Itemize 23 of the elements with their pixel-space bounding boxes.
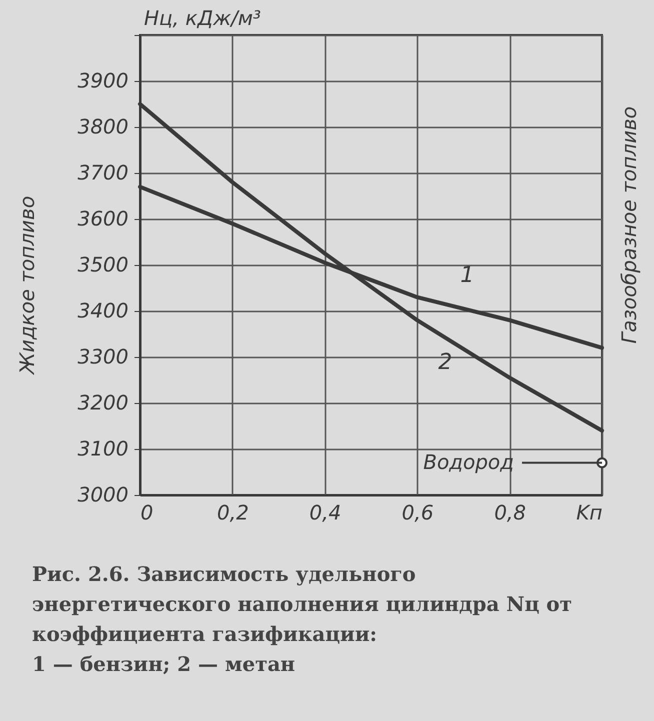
- y-tick-label: 3800: [78, 114, 128, 138]
- series-label: 1: [460, 263, 474, 288]
- text: Газообразное топливо: [617, 106, 641, 344]
- x-tick-label: Kп: [576, 500, 602, 524]
- y-axis-title: Hц, кДж/м³: [144, 6, 261, 30]
- x-tick-label: 0,2: [216, 500, 249, 524]
- x-tick-label: 0,8: [494, 500, 526, 524]
- y-tick-label: 3100: [78, 436, 128, 460]
- y-tick-label: 3400: [78, 298, 128, 322]
- y-tick-label: 3500: [78, 252, 128, 276]
- y-tick-label: 3200: [78, 390, 128, 414]
- x-tick-label: 0,4: [309, 500, 342, 524]
- text: Рис. 2.6. Зависимость удельного энергетического наполнения цилиндра Nц от коэффициента газификации:: [32, 562, 572, 646]
- x-tick-label: 0: [140, 500, 154, 524]
- x-tick-label: 0,6: [402, 500, 434, 524]
- y-tick-label: 3700: [78, 160, 128, 184]
- y-tick-label: 3900: [78, 68, 128, 92]
- y-tick-label: 3300: [78, 344, 128, 368]
- y-tick-label: 3600: [78, 206, 128, 230]
- series-label: 2: [438, 350, 452, 376]
- text: 1 — бензин; 2 — метан: [32, 652, 296, 676]
- text: Жидкое топливо: [15, 196, 39, 376]
- y-tick-label: 3000: [78, 482, 128, 506]
